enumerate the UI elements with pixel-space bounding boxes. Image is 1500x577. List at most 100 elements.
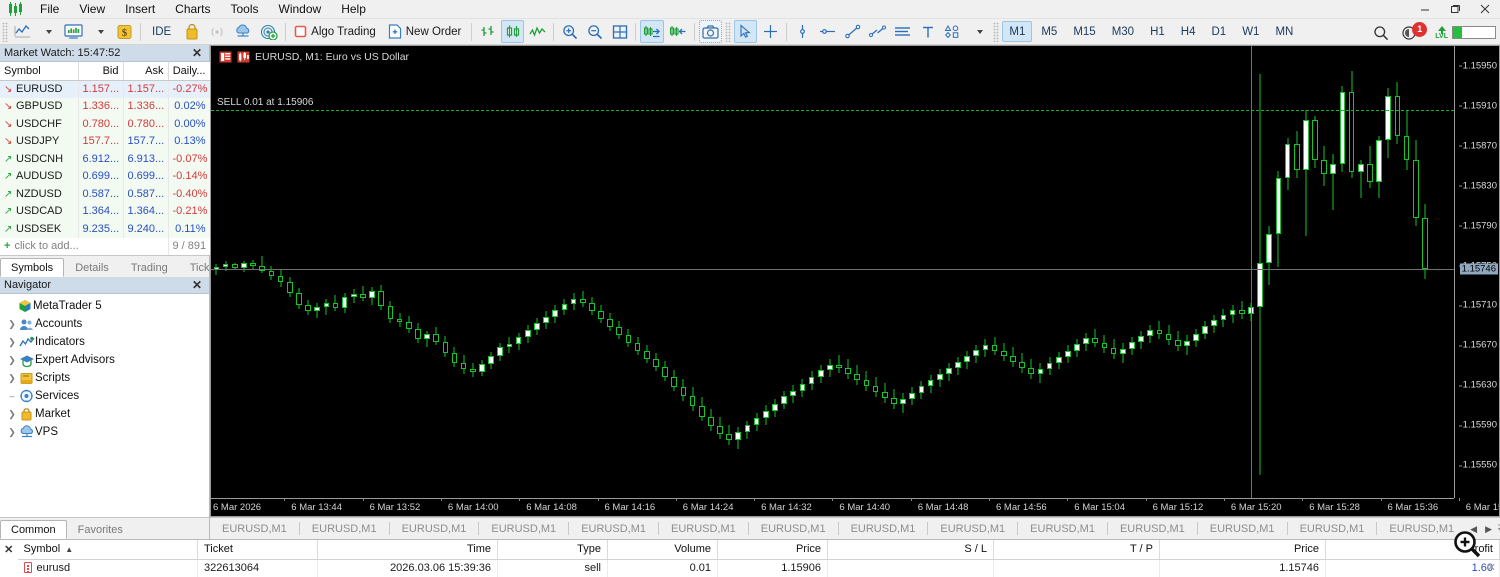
chevron-right-icon[interactable]: ❯ <box>8 408 16 419</box>
chevron-right-icon[interactable]: ❯ <box>8 354 16 365</box>
chart-tab[interactable]: EURUSD,M1 <box>850 522 916 535</box>
shapes-dropdown[interactable] <box>967 20 990 43</box>
th-price-current[interactable]: Price <box>1159 540 1326 560</box>
th-symbol[interactable]: Symbol ▲ <box>17 540 198 560</box>
menu-view[interactable]: View <box>79 2 106 16</box>
th-tp[interactable]: T / P <box>993 540 1160 560</box>
chevron-right-icon[interactable]: ❯ <box>8 336 16 347</box>
navigator-item-market[interactable]: ❯ Market <box>0 405 209 423</box>
menu-charts[interactable]: Charts <box>175 2 211 16</box>
chart-tab[interactable]: EURUSD,M1 <box>311 522 377 535</box>
candlestick-icon[interactable] <box>501 20 525 43</box>
zoom-in-icon[interactable] <box>558 20 581 43</box>
chart-tab[interactable]: EURUSD,M1 <box>1030 522 1095 535</box>
chart-tab[interactable]: EURUSD,M1 <box>1119 522 1185 535</box>
toolbar-grip[interactable] <box>2 21 8 42</box>
chart-properties-icon[interactable] <box>219 51 232 63</box>
horizontal-line-icon[interactable] <box>816 20 839 43</box>
new-order-button[interactable]: New Order <box>384 20 468 43</box>
tree-line-icon[interactable]: – <box>9 391 15 401</box>
chart-tab[interactable]: EURUSD,M1 <box>401 522 467 535</box>
zoom-out-icon[interactable] <box>583 20 606 43</box>
trendline-icon[interactable] <box>841 20 864 43</box>
timeframe-h1[interactable]: H1 <box>1150 25 1165 38</box>
minimize-button[interactable] <box>1410 0 1440 18</box>
ide-button[interactable]: IDE <box>152 25 172 38</box>
line-mode-icon[interactable] <box>526 20 549 43</box>
templates-dropdown[interactable] <box>88 20 111 43</box>
th-type[interactable]: Type <box>497 540 608 560</box>
text-icon[interactable] <box>916 20 939 43</box>
timeframe-m30[interactable]: M30 <box>1111 25 1135 38</box>
cloud-icon[interactable] <box>231 20 255 43</box>
add-symbol-cell[interactable]: + click to add... <box>0 237 169 255</box>
market-watch-row[interactable]: ↗ USDSEK 9.235... 9.240... 0.11% <box>0 220 211 238</box>
mw-tab-symbols[interactable]: Symbols <box>0 258 65 277</box>
chart-tab[interactable]: EURUSD,M1 <box>670 522 736 535</box>
terminal-close-icon[interactable]: ✕ <box>0 540 18 577</box>
chart-tab[interactable]: EURUSD,M1 <box>1389 522 1455 535</box>
close-button[interactable] <box>1470 0 1500 18</box>
th-price-open[interactable]: Price <box>717 540 828 560</box>
timeframe-m1[interactable]: M1 <box>1002 21 1033 42</box>
crosshair-icon[interactable] <box>759 20 782 43</box>
chevron-right-icon[interactable]: ❯ <box>8 372 16 383</box>
shopping-bag-icon[interactable] <box>180 20 203 43</box>
menu-file[interactable]: File <box>40 2 60 16</box>
col-daily[interactable]: Daily... <box>168 62 211 81</box>
navigator-close-icon[interactable]: ✕ <box>191 278 202 292</box>
vps-icon[interactable] <box>257 20 281 43</box>
chart-tab[interactable]: EURUSD,M1 <box>1209 522 1275 535</box>
nav-tab-common[interactable]: Common <box>0 520 67 539</box>
shift-left-icon[interactable] <box>666 20 690 43</box>
market-watch-add-row[interactable]: + click to add... 9 / 891 <box>0 237 211 255</box>
new-chart-dropdown[interactable] <box>36 20 59 43</box>
templates-button[interactable] <box>61 20 86 43</box>
search-icon[interactable] <box>1369 21 1392 44</box>
col-bid[interactable]: Bid <box>78 62 124 81</box>
trendline-angle-icon[interactable] <box>866 20 889 43</box>
timeframe-m15[interactable]: M15 <box>1073 25 1096 38</box>
market-watch-row[interactable]: ↘ USDCHF 0.780... 0.780... 0.00% <box>0 115 211 133</box>
timeframe-d1[interactable]: D1 <box>1211 25 1227 38</box>
chart-tab[interactable]: EURUSD,M1 <box>1299 522 1365 535</box>
chart-tab[interactable]: EURUSD,M1 <box>491 522 557 535</box>
chart-tab-next-icon[interactable]: ▶ <box>1485 523 1492 534</box>
algo-trading-button[interactable]: Algo Trading <box>290 20 382 43</box>
timeframe-m5[interactable]: M5 <box>1041 25 1058 38</box>
market-watch-row[interactable]: ↘ GBPUSD 1.336... 1.336... 0.02% <box>0 97 211 115</box>
market-watch-close-icon[interactable]: ✕ <box>191 46 202 60</box>
menu-tools[interactable]: Tools <box>230 2 259 16</box>
shift-right-icon[interactable] <box>640 20 665 43</box>
cursor-icon[interactable] <box>734 20 758 43</box>
menu-help[interactable]: Help <box>341 2 366 16</box>
channel-icon[interactable] <box>891 20 914 43</box>
market-watch-row[interactable]: ↗ AUDUSD 0.699... 0.699... -0.14% <box>0 167 211 185</box>
close-position-icon[interactable]: ✕ <box>1486 562 1496 574</box>
col-symbol[interactable]: Symbol <box>0 62 79 81</box>
maximize-button[interactable] <box>1440 0 1470 18</box>
th-sl[interactable]: S / L <box>827 540 994 560</box>
navigator-item-services[interactable]: – Services <box>0 387 209 405</box>
grid-icon[interactable] <box>608 20 631 43</box>
chart-tab[interactable]: EURUSD,M1 <box>760 522 826 535</box>
th-time[interactable]: Time <box>317 540 498 560</box>
col-ask[interactable]: Ask <box>123 62 169 81</box>
chart-tab-prev-icon[interactable]: ◀ <box>1470 523 1478 534</box>
bar-chart-icon[interactable] <box>476 20 499 43</box>
chart-tab[interactable]: EURUSD,M1 <box>222 522 287 535</box>
navigator-item-scripts[interactable]: ❯ Scripts <box>0 369 209 387</box>
nav-tab-favorites[interactable]: Favorites <box>77 524 123 536</box>
chevron-right-icon[interactable]: ❯ <box>8 426 16 437</box>
shapes-icon[interactable] <box>941 20 965 43</box>
timeframe-mn[interactable]: MN <box>1275 25 1294 38</box>
market-watch-row[interactable]: ↘ EURUSD 1.157... 1.157... -0.27% <box>0 80 211 98</box>
price-scale[interactable]: 1.15950 1.15910 1.15870 1.15830 1.15790 1.157… <box>1454 46 1499 498</box>
signals-icon[interactable] <box>205 20 229 43</box>
th-volume[interactable]: Volume <box>607 540 718 560</box>
th-profit[interactable]: Profit <box>1325 540 1500 560</box>
chart-tab[interactable]: EURUSD,M1 <box>581 522 646 535</box>
navigator-root[interactable]: MetaTrader 5 <box>0 297 209 315</box>
toolbar-grip-3[interactable] <box>993 21 1000 42</box>
navigator-item-vps[interactable]: ❯ VPS <box>0 423 209 441</box>
